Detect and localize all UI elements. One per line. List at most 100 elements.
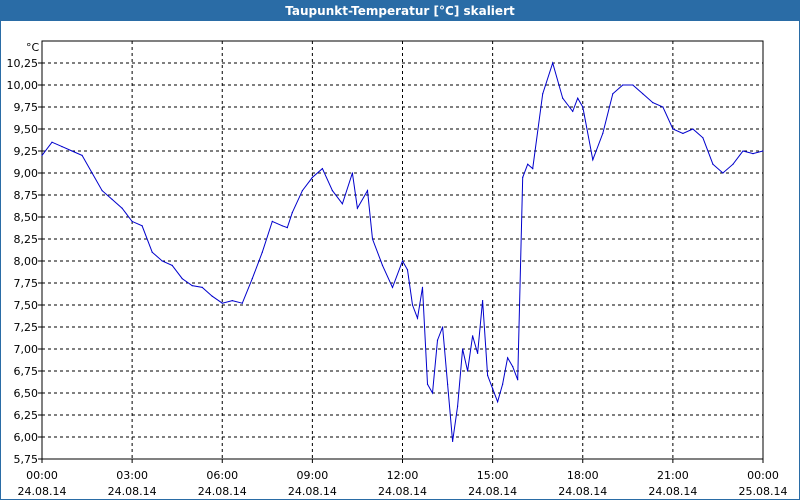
y-tick-label: 6,00 [14,431,39,444]
data-point [391,286,394,288]
data-point [161,260,163,262]
data-point [502,383,504,385]
y-tick-label: 8,00 [14,255,39,268]
y-tick-label: 8,75 [14,189,39,202]
data-point [447,383,449,385]
x-tick-date-label: 24.08.14 [378,485,427,498]
data-point [351,172,353,174]
data-point [436,339,439,341]
data-point [371,238,374,240]
y-tick-label: 10,25 [7,57,39,70]
data-point [692,128,694,130]
data-point [381,264,384,266]
data-point [662,106,664,108]
data-point [512,366,514,368]
data-point [141,225,143,227]
y-axis-ticks: 5,75 6,00 6,25 6,50 6,75 7,00 7,25 7,50 7,75 8,00… [7,57,42,466]
data-point [321,168,323,170]
data-point [542,93,544,95]
x-tick-date-label: 24.08.14 [648,485,697,498]
data-point [582,106,584,108]
data-point [482,300,484,302]
x-tick-time-label: 21:00 [657,469,689,482]
x-tick-time-label: 12:00 [387,469,419,482]
data-point [221,302,223,304]
data-point [431,392,434,394]
data-point [442,326,444,328]
y-tick-label: 5,75 [14,453,39,466]
data-point [652,102,654,104]
chart-title: Taupunkt-Temperatur [°C] skaliert [1,1,799,21]
y-tick-label: 9,25 [14,145,39,158]
x-tick-date-label: 24.08.14 [468,485,517,498]
data-point [702,137,704,139]
y-tick-label: 6,50 [14,387,39,400]
y-tick-label: 7,25 [14,321,39,334]
data-point [301,190,303,192]
data-point [356,207,358,209]
data-point [487,374,489,376]
x-tick-date-label: 25.08.14 [739,485,788,498]
data-point [201,286,203,288]
data-point [331,190,333,192]
data-point [251,278,253,280]
data-point [41,154,43,156]
data-point [762,150,764,152]
data-point [752,153,754,155]
data-point [477,352,479,354]
plot-area [41,40,764,460]
x-tick-date-label: 24.08.14 [108,485,157,498]
data-point [91,172,93,174]
data-point [181,278,183,280]
data-point [171,264,173,266]
x-tick-time-label: 03:00 [116,469,148,482]
x-tick-time-label: 15:00 [477,469,509,482]
data-point [421,286,424,288]
x-tick-time-label: 00:00 [747,469,779,482]
x-axis-ticks: 00:00 24.08.14 03:00 24.08.14 06:00 24.08.14 0… [18,459,788,498]
data-point [81,154,83,156]
y-tick-label: 6,75 [14,365,39,378]
data-point [211,295,213,297]
data-point [311,176,313,178]
data-point [411,304,414,306]
data-point [472,335,474,337]
data-point [291,212,293,214]
data-point [241,302,243,304]
data-point [527,163,529,165]
data-point [231,300,233,302]
data-point [191,285,193,287]
y-tick-label: 9,50 [14,123,39,136]
y-tick-label: 8,25 [14,233,39,246]
x-tick-date-label: 24.08.14 [198,485,247,498]
data-point [722,172,724,174]
x-tick-time-label: 18:00 [567,469,599,482]
data-point [612,93,614,95]
x-tick-date-label: 24.08.14 [558,485,607,498]
data-point [61,146,63,148]
data-point [562,97,564,99]
y-tick-label: 6,25 [14,409,39,422]
data-point [642,93,644,95]
data-point [111,198,113,200]
data-point [602,132,604,134]
y-tick-label: 9,00 [14,167,39,180]
y-tick-label: 10,00 [7,79,39,92]
data-point [552,62,554,64]
data-point [712,163,714,165]
data-point [261,251,263,253]
y-tick-label: 7,75 [14,277,39,290]
y-tick-label: 7,00 [14,343,39,356]
data-point [416,317,419,319]
y-tick-label: 7,50 [14,299,39,312]
x-tick-time-label: 09:00 [297,469,329,482]
data-point [622,84,624,86]
data-point [406,269,409,271]
data-point [452,440,454,442]
x-tick-date-label: 24.08.14 [18,485,67,498]
data-point [577,97,579,99]
data-point [121,207,123,209]
data-point [462,348,464,350]
data-point [672,128,674,130]
data-point [401,260,404,262]
